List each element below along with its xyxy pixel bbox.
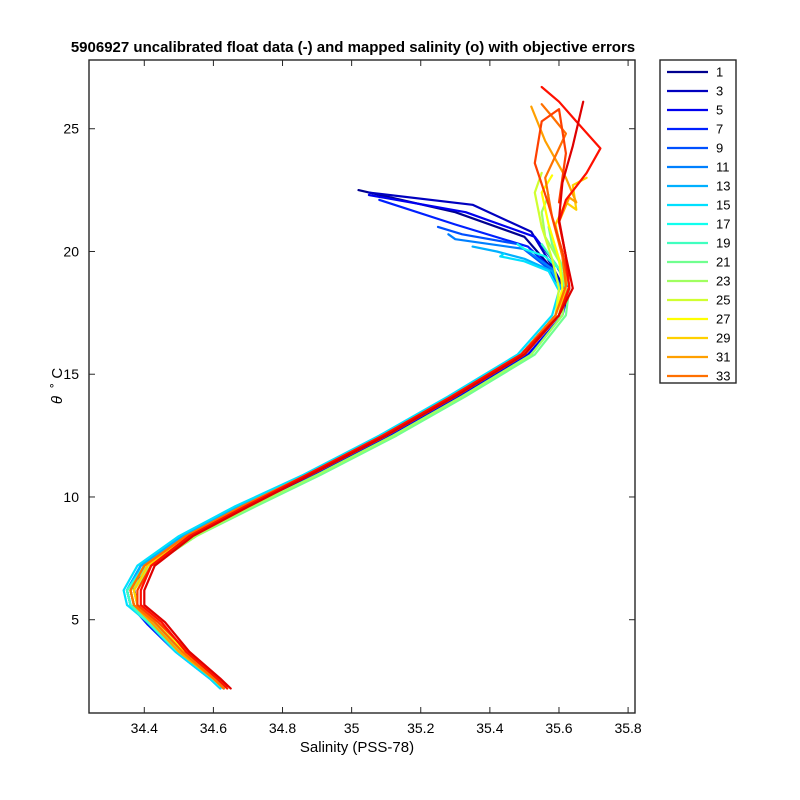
series-line-1 (129, 189, 568, 690)
series-line-23 (132, 193, 568, 688)
series-line-19 (125, 243, 568, 688)
series-line-7 (125, 198, 564, 690)
legend-label: 3 (716, 84, 723, 99)
series-line-31 (129, 105, 578, 690)
series-line-29 (132, 176, 588, 690)
legend-label: 17 (716, 217, 730, 232)
series-line-39 (143, 100, 585, 690)
y-axis-label-symbol: θ (49, 396, 66, 404)
x-tick-label: 34.4 (131, 720, 158, 736)
x-tick-label: 35.2 (407, 720, 434, 736)
legend-label: 23 (716, 274, 730, 289)
legend-label: 13 (716, 179, 730, 194)
series-line-5 (132, 193, 571, 688)
y-ticks: 5 10 15 20 25 (63, 121, 635, 628)
series-line-17 (125, 243, 568, 688)
legend-box (659, 59, 737, 384)
series-line-33 (129, 103, 568, 690)
legend-label: 5 (716, 103, 723, 118)
series-line-13 (125, 245, 564, 690)
plot-area: 34.4 34.6 34.8 35 35.2 35.4 35.6 35.8 5 10 15 20 25 (63, 59, 642, 736)
legend-label: 19 (716, 236, 730, 251)
legend-label: 15 (716, 198, 730, 213)
series-line-37 (139, 85, 602, 690)
legend-label: 25 (716, 293, 730, 308)
series-line-15 (122, 252, 561, 690)
y-tick-label: 15 (63, 366, 79, 382)
series-line-3 (129, 191, 568, 690)
x-tick-label: 35 (344, 720, 360, 736)
legend-label: 31 (716, 350, 730, 365)
series-layer (122, 85, 602, 690)
svg-text:θ ˚ C: θ ˚ C (49, 368, 66, 404)
x-tick-label: 34.8 (269, 720, 296, 736)
axes-box (88, 59, 636, 714)
y-tick-label: 10 (63, 489, 79, 505)
x-tick-label: 35.6 (545, 720, 572, 736)
legend-label: 1 (716, 65, 723, 80)
y-tick-label: 20 (63, 243, 79, 259)
x-tick-label: 34.6 (200, 720, 227, 736)
legend-label: 33 (716, 369, 730, 384)
legend-label: 9 (716, 141, 723, 156)
legend-label: 7 (716, 122, 723, 137)
legend-label: 11 (716, 160, 730, 175)
x-tick-label: 35.4 (476, 720, 503, 736)
y-axis-label: θ ˚ C (49, 368, 66, 404)
chart-title: 5906927 uncalibrated float data (-) and … (71, 39, 635, 56)
x-ticks: 34.4 34.6 34.8 35 35.2 35.4 35.6 35.8 (131, 60, 642, 736)
series-line-35 (136, 107, 571, 688)
legend-label: 29 (716, 331, 730, 346)
y-tick-label: 25 (63, 121, 79, 137)
y-axis-label-unit: ˚ C (49, 368, 66, 388)
x-axis-label: Salinity (PSS-78) (300, 739, 414, 756)
legend-label: 27 (716, 312, 730, 327)
legend-label: 21 (716, 255, 730, 270)
y-tick-label: 5 (71, 612, 79, 628)
x-tick-label: 35.8 (614, 720, 641, 736)
